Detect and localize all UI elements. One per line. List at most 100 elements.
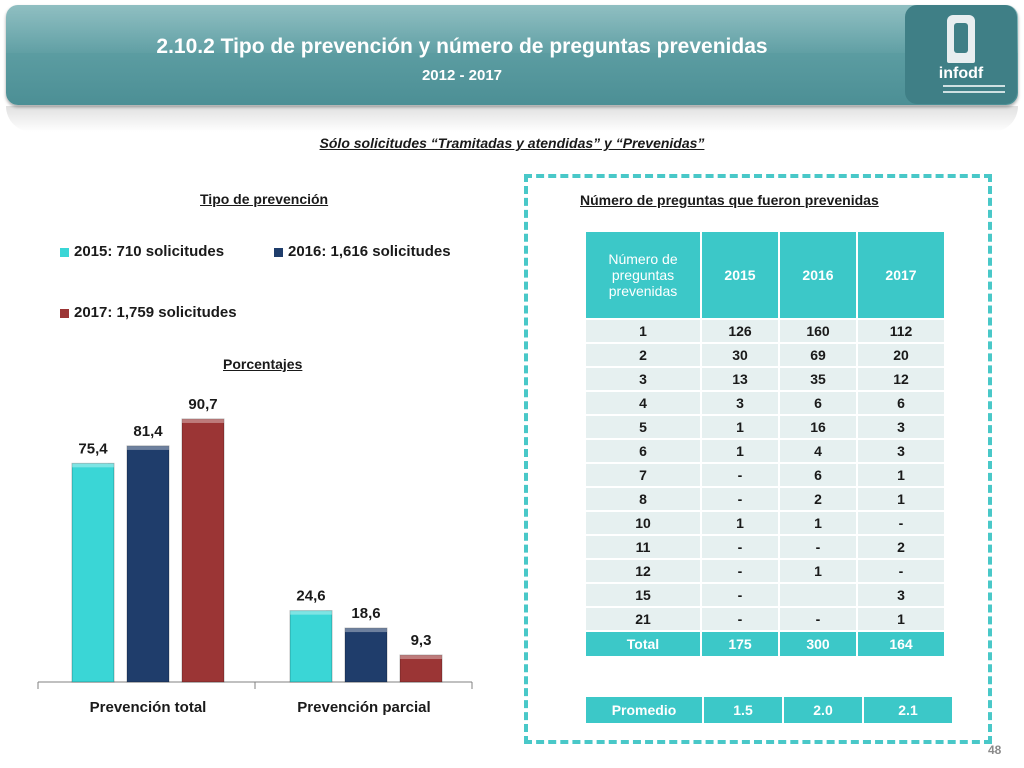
header-shadow xyxy=(6,106,1018,132)
x-tick-label: Prevención total xyxy=(90,699,207,716)
table-cell: 1 xyxy=(778,510,858,536)
table-row-label: 2 xyxy=(584,342,702,368)
table-row-label: 11 xyxy=(584,534,702,560)
table-cell: 1 xyxy=(856,486,946,512)
table-row: 2 30 69 20 xyxy=(584,342,946,368)
table-cell: 126 xyxy=(700,318,780,344)
legend-swatch xyxy=(274,247,283,257)
table-cell: 112 xyxy=(856,318,946,344)
table-cell: 1 xyxy=(856,606,946,632)
logo-fine-print xyxy=(943,91,1005,93)
table-row: 1 126 160 112 xyxy=(584,318,946,344)
table-row-label: 1 xyxy=(584,318,702,344)
bar-data-label: 24,6 xyxy=(296,588,325,605)
logo-emblem-inner xyxy=(954,23,968,53)
bar-chart: 75,4 81,4 90,7 Prevención total 24,6 18,6 9,3 P… xyxy=(37,396,473,716)
table-cell: - xyxy=(856,558,946,584)
bar-data-label: 9,3 xyxy=(411,632,432,649)
table-cell: 1 xyxy=(700,438,780,464)
table-cell: 160 xyxy=(778,318,858,344)
bar xyxy=(71,462,115,683)
average-row: Promedio 1.5 2.0 2.1 xyxy=(584,695,954,725)
page-number: 48 xyxy=(988,743,1002,757)
total-cell: 300 xyxy=(778,630,858,658)
table-row: 12-1- xyxy=(584,558,946,584)
total-label: Total xyxy=(584,630,702,658)
logo-fine-print xyxy=(943,85,1005,87)
bar-top-highlight xyxy=(127,445,169,450)
bar xyxy=(181,418,225,683)
table-cell: 1 xyxy=(700,510,780,536)
table-cell: 13 xyxy=(700,366,780,392)
questions-table: Número de preguntas prevenidas 2015 2016… xyxy=(584,230,946,658)
bar-top-highlight xyxy=(290,610,332,615)
table-cell xyxy=(778,582,858,608)
header-gloss xyxy=(6,5,1018,53)
table-cell: 3 xyxy=(856,438,946,464)
table-row-label: 8 xyxy=(584,486,702,512)
table-cell: 30 xyxy=(700,342,780,368)
legend-swatch xyxy=(60,247,69,257)
table-cell: 1 xyxy=(856,462,946,488)
table-cell: - xyxy=(700,534,780,560)
bar-data-label: 18,6 xyxy=(351,605,380,622)
table-cell: 16 xyxy=(778,414,858,440)
table-cell: 69 xyxy=(778,342,858,368)
table-header-row: Número de preguntas prevenidas 2015 2016… xyxy=(584,230,946,320)
bar-data-label: 75,4 xyxy=(78,440,108,457)
table-cell: - xyxy=(700,606,780,632)
total-cell: 175 xyxy=(700,630,780,658)
table-cell: - xyxy=(700,486,780,512)
legend-item-2016: 2016: 1,616 solicitudes xyxy=(274,243,451,260)
average-cell: 2.1 xyxy=(862,695,954,725)
table-row: 10 1 1- xyxy=(584,510,946,536)
table-row-label: 12 xyxy=(584,558,702,584)
table-cell: 6 xyxy=(778,390,858,416)
filter-note: Sólo solicitudes “Tramitadas y atendidas… xyxy=(319,135,705,151)
legend-item-2017: 2017: 1,759 solicitudes xyxy=(60,304,237,321)
table-header-cell: 2017 xyxy=(856,230,946,320)
table-cell: 35 xyxy=(778,366,858,392)
bar xyxy=(344,627,388,683)
bar-top-highlight xyxy=(345,628,387,633)
table-row: 3 13 35 12 xyxy=(584,366,946,392)
legend-label: 2015: 710 solicitudes xyxy=(74,243,225,260)
table-cell: 6 xyxy=(778,462,858,488)
table-header-cell: 2015 xyxy=(700,230,780,320)
table-row: 21- -1 xyxy=(584,606,946,632)
table-row-label: 6 xyxy=(584,438,702,464)
legend-label: 2017: 1,759 solicitudes xyxy=(74,304,237,321)
bar-top-highlight xyxy=(72,463,114,468)
infodf-logo: infodf xyxy=(905,5,1017,104)
total-cell: 164 xyxy=(856,630,946,658)
legend-item-2015: 2015: 710 solicitudes xyxy=(60,243,224,260)
table-header-cell: Número de preguntas prevenidas xyxy=(584,230,702,320)
legend-label: 2016: 1,616 solicitudes xyxy=(288,243,451,260)
table-cell: 6 xyxy=(856,390,946,416)
table-cell: - xyxy=(700,558,780,584)
table-row: 5 1 16 3 xyxy=(584,414,946,440)
table-row-label: 15 xyxy=(584,582,702,608)
table-row-label: 4 xyxy=(584,390,702,416)
page-subtitle: 2012 - 2017 xyxy=(421,67,503,84)
table-cell: 2 xyxy=(778,486,858,512)
table-title: Número de preguntas que fueron prevenida… xyxy=(580,192,879,208)
average-cell: 1.5 xyxy=(702,695,784,725)
bar-data-label: 90,7 xyxy=(188,396,217,413)
table-cell: - xyxy=(856,510,946,536)
table-row-label: 5 xyxy=(584,414,702,440)
page-title: 2.10.2 Tipo de prevención y número de pr… xyxy=(156,35,768,58)
table-cell: 2 xyxy=(856,534,946,560)
bar-top-highlight xyxy=(182,418,224,423)
table-cell: - xyxy=(778,606,858,632)
table-row-label: 10 xyxy=(584,510,702,536)
table-cell: 12 xyxy=(856,366,946,392)
average-table: Promedio 1.5 2.0 2.1 xyxy=(584,695,954,725)
table-cell: - xyxy=(700,462,780,488)
header-banner: 2.10.2 Tipo de prevención y número de pr… xyxy=(6,5,1018,105)
table-cell: 3 xyxy=(856,414,946,440)
